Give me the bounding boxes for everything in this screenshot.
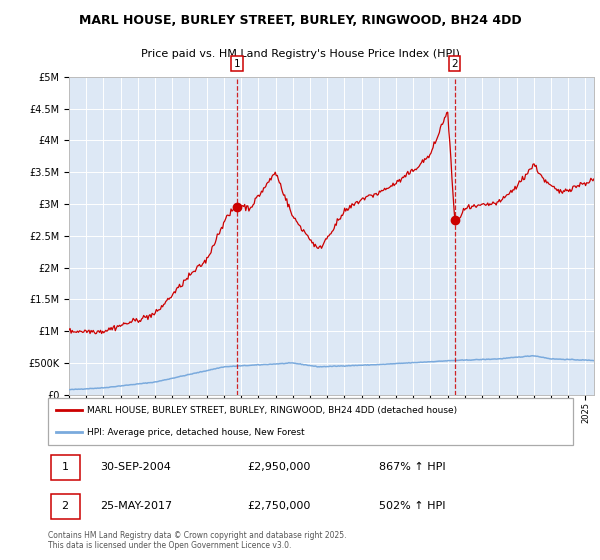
Bar [237, 77, 455, 395]
Text: £2,950,000: £2,950,000 [248, 463, 311, 473]
FancyBboxPatch shape [48, 398, 573, 445]
Text: 867% ↑ HPI: 867% ↑ HPI [379, 463, 445, 473]
FancyBboxPatch shape [50, 455, 79, 480]
Text: 1: 1 [233, 59, 240, 69]
Text: 1: 1 [62, 463, 68, 473]
Text: 25-MAY-2017: 25-MAY-2017 [101, 501, 173, 511]
Text: MARL HOUSE, BURLEY STREET, BURLEY, RINGWOOD, BH24 4DD: MARL HOUSE, BURLEY STREET, BURLEY, RINGW… [79, 14, 521, 27]
FancyBboxPatch shape [50, 494, 79, 519]
Text: Price paid vs. HM Land Registry's House Price Index (HPI): Price paid vs. HM Land Registry's House … [140, 49, 460, 59]
Text: Contains HM Land Registry data © Crown copyright and database right 2025.
This d: Contains HM Land Registry data © Crown c… [48, 531, 347, 550]
Text: 2: 2 [62, 501, 68, 511]
Text: 502% ↑ HPI: 502% ↑ HPI [379, 501, 445, 511]
Text: HPI: Average price, detached house, New Forest: HPI: Average price, detached house, New … [88, 428, 305, 437]
Text: 2: 2 [451, 59, 458, 69]
Text: MARL HOUSE, BURLEY STREET, BURLEY, RINGWOOD, BH24 4DD (detached house): MARL HOUSE, BURLEY STREET, BURLEY, RINGW… [88, 406, 458, 415]
Text: 30-SEP-2004: 30-SEP-2004 [101, 463, 172, 473]
Text: £2,750,000: £2,750,000 [248, 501, 311, 511]
